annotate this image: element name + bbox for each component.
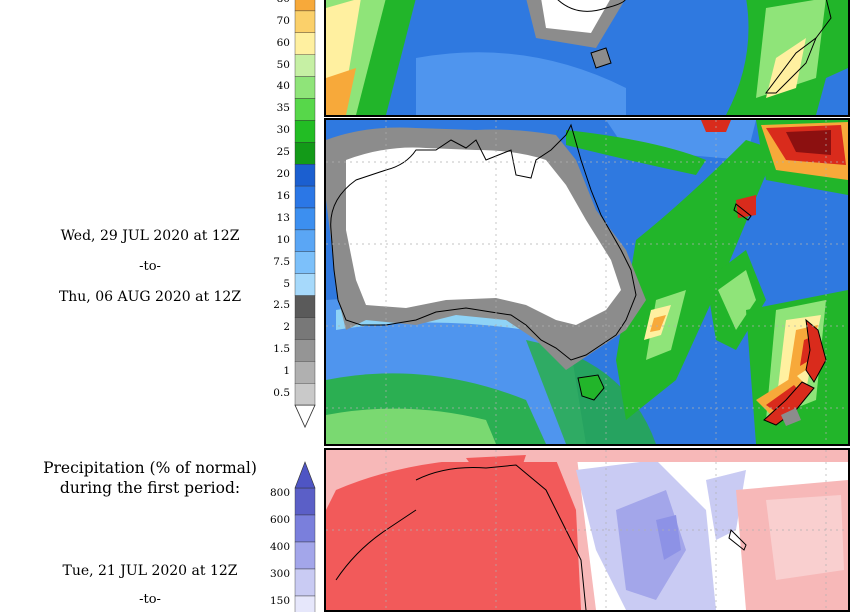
- colorbar-swatch: [294, 32, 316, 55]
- colorbar-tick-label: 70: [276, 14, 290, 27]
- period-separator: -to-: [139, 259, 161, 274]
- colorbar-tick-label: 150: [269, 595, 290, 608]
- map-panel-precip: [324, 118, 850, 446]
- colorbar-swatch: [294, 541, 316, 570]
- colorbar-swatch: [294, 317, 316, 340]
- period-end-label: Thu, 06 AUG 2020 at 12Z: [58, 289, 242, 305]
- colorbar-swatch: [294, 98, 316, 121]
- colorbar-swatch: [294, 383, 316, 406]
- colorbar-tick-label: 2: [283, 321, 290, 334]
- colorbar-swatch: [294, 568, 316, 597]
- colorbar-swatch: [294, 120, 316, 143]
- period2-start-label: Tue, 21 JUL 2020 at 12Z: [62, 563, 238, 579]
- colorbar-tick-label: 60: [276, 36, 290, 49]
- percent-normal-subtitle: during the first period:: [59, 479, 241, 497]
- map-panel-top: [324, 0, 850, 117]
- period-start-label: Wed, 29 JUL 2020 at 12Z: [60, 228, 240, 244]
- colorbar-max-arrow: [294, 461, 316, 489]
- colorbar-swatch: [294, 361, 316, 384]
- colorbar-swatch: [294, 487, 316, 516]
- colorbar-tick-label: 40: [276, 80, 290, 93]
- colorbar-tick-label: 300: [269, 568, 290, 581]
- colorbar-swatch: [294, 0, 316, 12]
- colorbar-min-arrow: [294, 404, 316, 429]
- colorbar-tick-label: 25: [276, 146, 290, 159]
- colorbar-swatch: [294, 163, 316, 187]
- colorbar-swatch: [294, 10, 316, 33]
- colorbar-tick-label: 80: [277, 0, 290, 5]
- colorbar-tick-label: 1.5: [273, 343, 290, 356]
- colorbar-tick-label: 16: [276, 189, 290, 202]
- colorbar-tick-label: 13: [276, 211, 290, 224]
- colorbar-tick-label: 30: [276, 124, 290, 137]
- colorbar-swatch: [294, 514, 316, 543]
- colorbar-swatch: [294, 595, 316, 612]
- colorbar-tick-label: 10: [276, 233, 290, 246]
- colorbar-swatch: [294, 142, 316, 165]
- colorbar-tick-label: 800: [269, 487, 290, 500]
- colorbar-tick-label: 7.5: [273, 255, 290, 268]
- precip-colorbar-scale: [294, 0, 316, 429]
- colorbar-tick-label: 600: [269, 514, 290, 527]
- colorbar-tick-label: 5: [283, 277, 290, 290]
- colorbar-swatch: [294, 185, 316, 209]
- map-panel-percent-normal: [324, 448, 850, 612]
- precip-colorbar-labels: 80 70 60 50 40 35 30 25 20 16 13 10 7.5 5 2.5 2 1.5 1 0.5: [258, 0, 290, 420]
- colorbar-tick-label: 20: [276, 168, 290, 181]
- percent-colorbar-scale: [294, 461, 316, 612]
- colorbar-tick-label: 35: [276, 102, 290, 115]
- colorbar-tick-label: 2.5: [273, 299, 290, 312]
- colorbar-tick-label: 400: [269, 541, 290, 554]
- percent-colorbar-labels: 800 600 400 300 150: [258, 462, 290, 607]
- colorbar-tick-label: 50: [276, 58, 290, 71]
- precip-map-australia: [326, 120, 848, 444]
- colorbar-swatch: [294, 54, 316, 77]
- colorbar-swatch: [294, 76, 316, 99]
- percent-normal-title: Precipitation (% of normal): [43, 459, 257, 477]
- precip-map-top: [326, 0, 848, 115]
- colorbar-tick-label: 1: [283, 365, 290, 378]
- colorbar-swatch: [294, 339, 316, 362]
- colorbar-swatch: [294, 207, 316, 231]
- colorbar-tick-label: 0.5: [273, 387, 290, 400]
- percent-normal-map: [326, 450, 848, 610]
